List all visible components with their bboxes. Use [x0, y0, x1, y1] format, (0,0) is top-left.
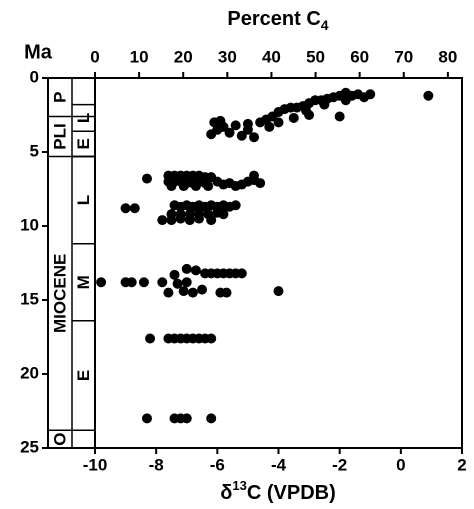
data-point	[145, 333, 156, 344]
data-point	[206, 413, 217, 424]
y-tick-label: 0	[30, 67, 39, 86]
data-point	[230, 181, 241, 192]
y-tick-label: 15	[20, 289, 39, 308]
data-point	[288, 112, 299, 123]
data-point	[138, 277, 149, 288]
data-point	[203, 181, 214, 192]
x2-tick-label: 70	[394, 47, 413, 66]
data-point	[334, 111, 345, 122]
data-point	[273, 286, 284, 297]
age-label: E	[74, 370, 93, 381]
plot-frame	[94, 77, 463, 449]
x2-tick-label: 50	[306, 47, 325, 66]
data-point	[249, 132, 260, 143]
x-tick-label: -10	[83, 455, 108, 474]
age-label: L	[74, 195, 93, 205]
data-point	[120, 203, 131, 214]
data-point	[193, 213, 204, 224]
data-point	[166, 215, 177, 226]
data-point	[242, 124, 253, 135]
data-point	[197, 284, 208, 295]
data-point	[218, 209, 229, 220]
top-axis-title: Percent C4	[227, 8, 328, 32]
data-point	[141, 413, 152, 424]
epoch-label: O	[50, 433, 69, 446]
data-point	[129, 203, 140, 214]
age-label: M	[74, 275, 93, 289]
epoch-label: PLI	[50, 123, 69, 149]
data-point	[255, 117, 266, 128]
x-tick-label: -4	[271, 455, 287, 474]
data-point	[141, 173, 152, 184]
x2-tick-label: 20	[174, 47, 193, 66]
data-point	[169, 269, 180, 280]
data-point	[166, 181, 177, 192]
data-point	[190, 265, 201, 276]
data-point	[224, 127, 235, 138]
data-point	[249, 170, 260, 181]
data-point	[255, 178, 266, 189]
data-point	[178, 286, 189, 297]
data-point	[264, 121, 275, 132]
data-point	[206, 215, 217, 226]
data-point	[301, 105, 312, 116]
y-tick-label: 25	[20, 437, 39, 456]
x-axis-label: δ13C (VPDB)	[220, 478, 336, 504]
x-tick-label: 2	[457, 455, 466, 474]
data-point	[190, 181, 201, 192]
data-point	[206, 129, 217, 140]
data-point	[178, 181, 189, 192]
data-point	[236, 268, 247, 279]
x2-tick-label: 30	[218, 47, 237, 66]
data-point	[172, 278, 183, 289]
data-point	[218, 179, 229, 190]
data-point	[221, 287, 232, 298]
data-point	[126, 277, 137, 288]
x-tick-label: -2	[332, 455, 347, 474]
y-axis-label: Ma	[24, 41, 53, 63]
x2-tick-label: 0	[90, 47, 99, 66]
data-point	[181, 413, 192, 424]
data-point	[340, 95, 351, 106]
age-label: L	[74, 113, 93, 123]
age-label: E	[74, 138, 93, 149]
x-tick-label: 0	[396, 455, 405, 474]
data-point	[209, 117, 220, 128]
data-point	[184, 215, 195, 226]
data-point	[206, 333, 217, 344]
data-point	[181, 277, 192, 288]
x2-tick-label: 40	[262, 47, 281, 66]
data-point	[423, 90, 434, 101]
x-tick-label: -6	[210, 455, 225, 474]
data-point	[230, 120, 241, 131]
data-point	[187, 287, 198, 298]
data-point	[181, 263, 192, 274]
epoch-label: MIOCENE	[50, 254, 69, 333]
data-point	[163, 287, 174, 298]
data-point	[230, 200, 241, 211]
data-point	[175, 213, 186, 224]
y-tick-label: 5	[30, 141, 39, 160]
x2-tick-label: 80	[438, 47, 457, 66]
data-point	[273, 117, 284, 128]
x-tick-label: -8	[149, 455, 164, 474]
epoch-label: P	[50, 92, 69, 103]
y-tick-label: 20	[20, 363, 39, 382]
x2-tick-label: 10	[130, 47, 149, 66]
x2-tick-label: 60	[350, 47, 369, 66]
data-point	[157, 277, 168, 288]
data-point	[157, 215, 168, 226]
y-tick-label: 10	[20, 215, 39, 234]
data-point	[96, 277, 107, 288]
data-point	[319, 99, 330, 110]
